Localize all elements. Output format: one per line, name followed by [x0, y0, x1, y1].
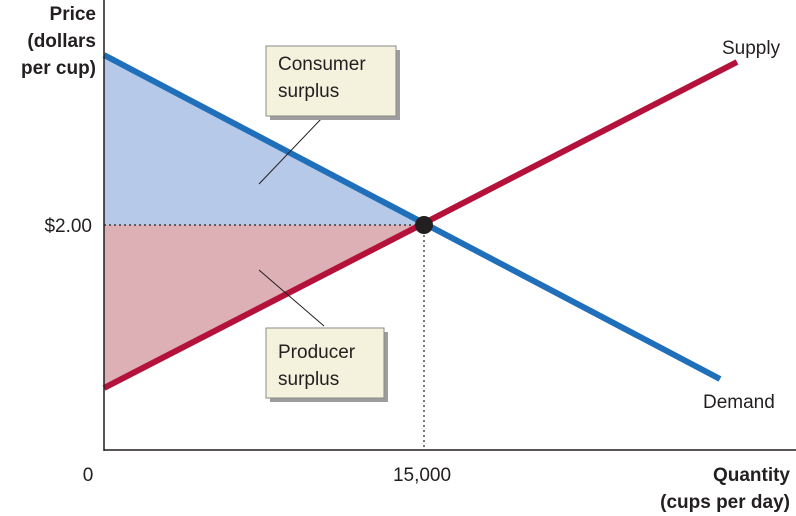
producer-surplus-callout: Producer surplus	[265, 327, 388, 402]
equilibrium-price-label: $2.00	[44, 216, 92, 237]
x-axis-label-line2: (cups per day)	[660, 492, 790, 513]
consumer-surplus-label-line1: Consumer	[278, 54, 366, 75]
producer-surplus-leader	[258, 269, 325, 327]
origin-label: 0	[83, 465, 94, 486]
y-axis-label-line2: (dollars	[27, 31, 96, 52]
y-axis-label-line1: Price	[50, 4, 96, 25]
supply-label: Supply	[722, 38, 781, 59]
x-axis-label-line1: Quantity	[713, 465, 790, 486]
demand-curve	[102, 52, 722, 382]
equilibrium-point	[415, 216, 433, 234]
producer-surplus-label-line2: surplus	[278, 369, 339, 390]
producer-surplus-label-line1: Producer	[278, 342, 356, 363]
y-axis-label-line3: per cup)	[21, 58, 96, 79]
consumer-surplus-label-line2: surplus	[278, 81, 339, 102]
consumer-surplus-leader	[258, 117, 323, 185]
demand-label: Demand	[703, 392, 775, 413]
equilibrium-quantity-label: 15,000	[393, 465, 451, 486]
consumer-surplus-callout: Consumer surplus	[265, 45, 400, 120]
